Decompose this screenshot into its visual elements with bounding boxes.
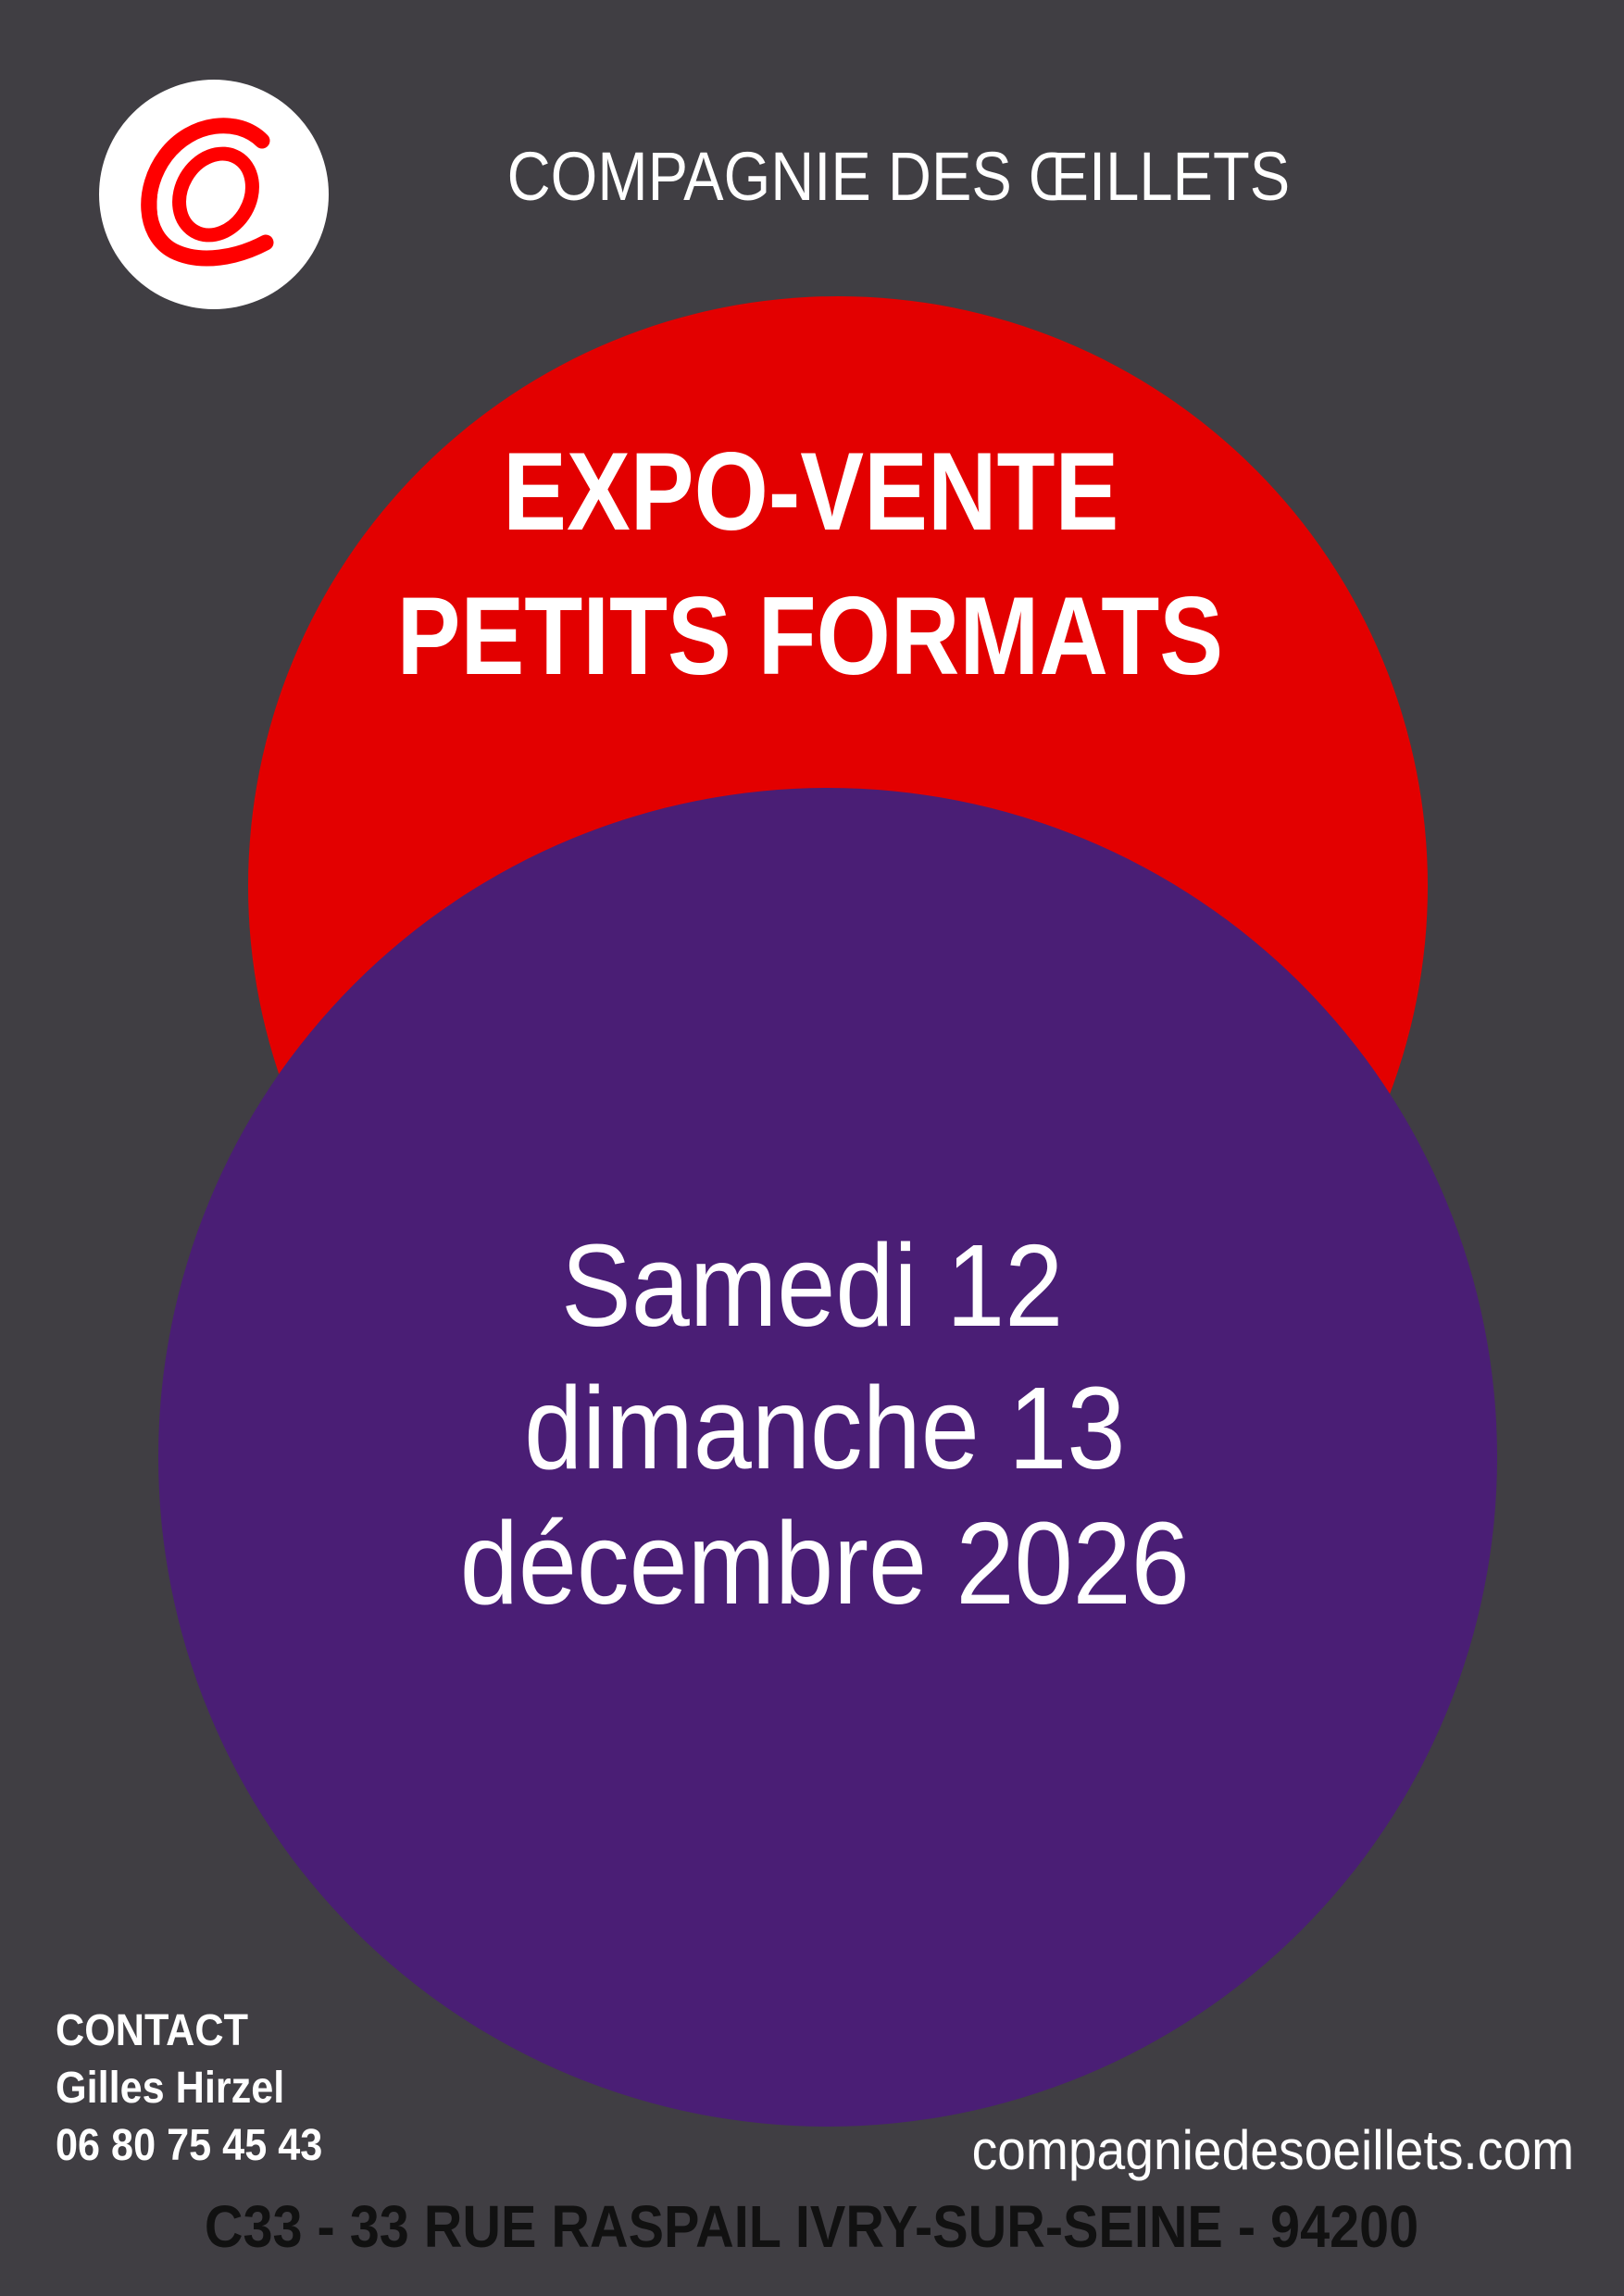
website-link[interactable]: compagniedesoeillets.com [971, 2119, 1574, 2181]
brush-stroke-o-logo-icon [141, 118, 274, 267]
company-name: COMPAGNIE DES ŒILLETS [506, 138, 1291, 215]
event-title-line-1: EXPO-VENTE [503, 430, 1119, 554]
date-line-2: dimanche 13 [524, 1363, 1126, 1493]
address: C33 - 33 RUE RASPAIL IVRY-SUR-SEINE - 94… [205, 2193, 1419, 2260]
contact-phone: 06 80 75 45 43 [56, 2121, 323, 2170]
date-line-1: Samedi 12 [560, 1220, 1064, 1351]
date-line-3: décembre 2026 [459, 1498, 1191, 1628]
company-logo [99, 80, 329, 309]
purple-circle [158, 788, 1497, 2127]
contact-name: Gilles Hirzel [56, 2064, 285, 2113]
event-title-line-2: PETITS FORMATS [396, 574, 1224, 698]
contact-heading: CONTACT [56, 2006, 248, 2055]
